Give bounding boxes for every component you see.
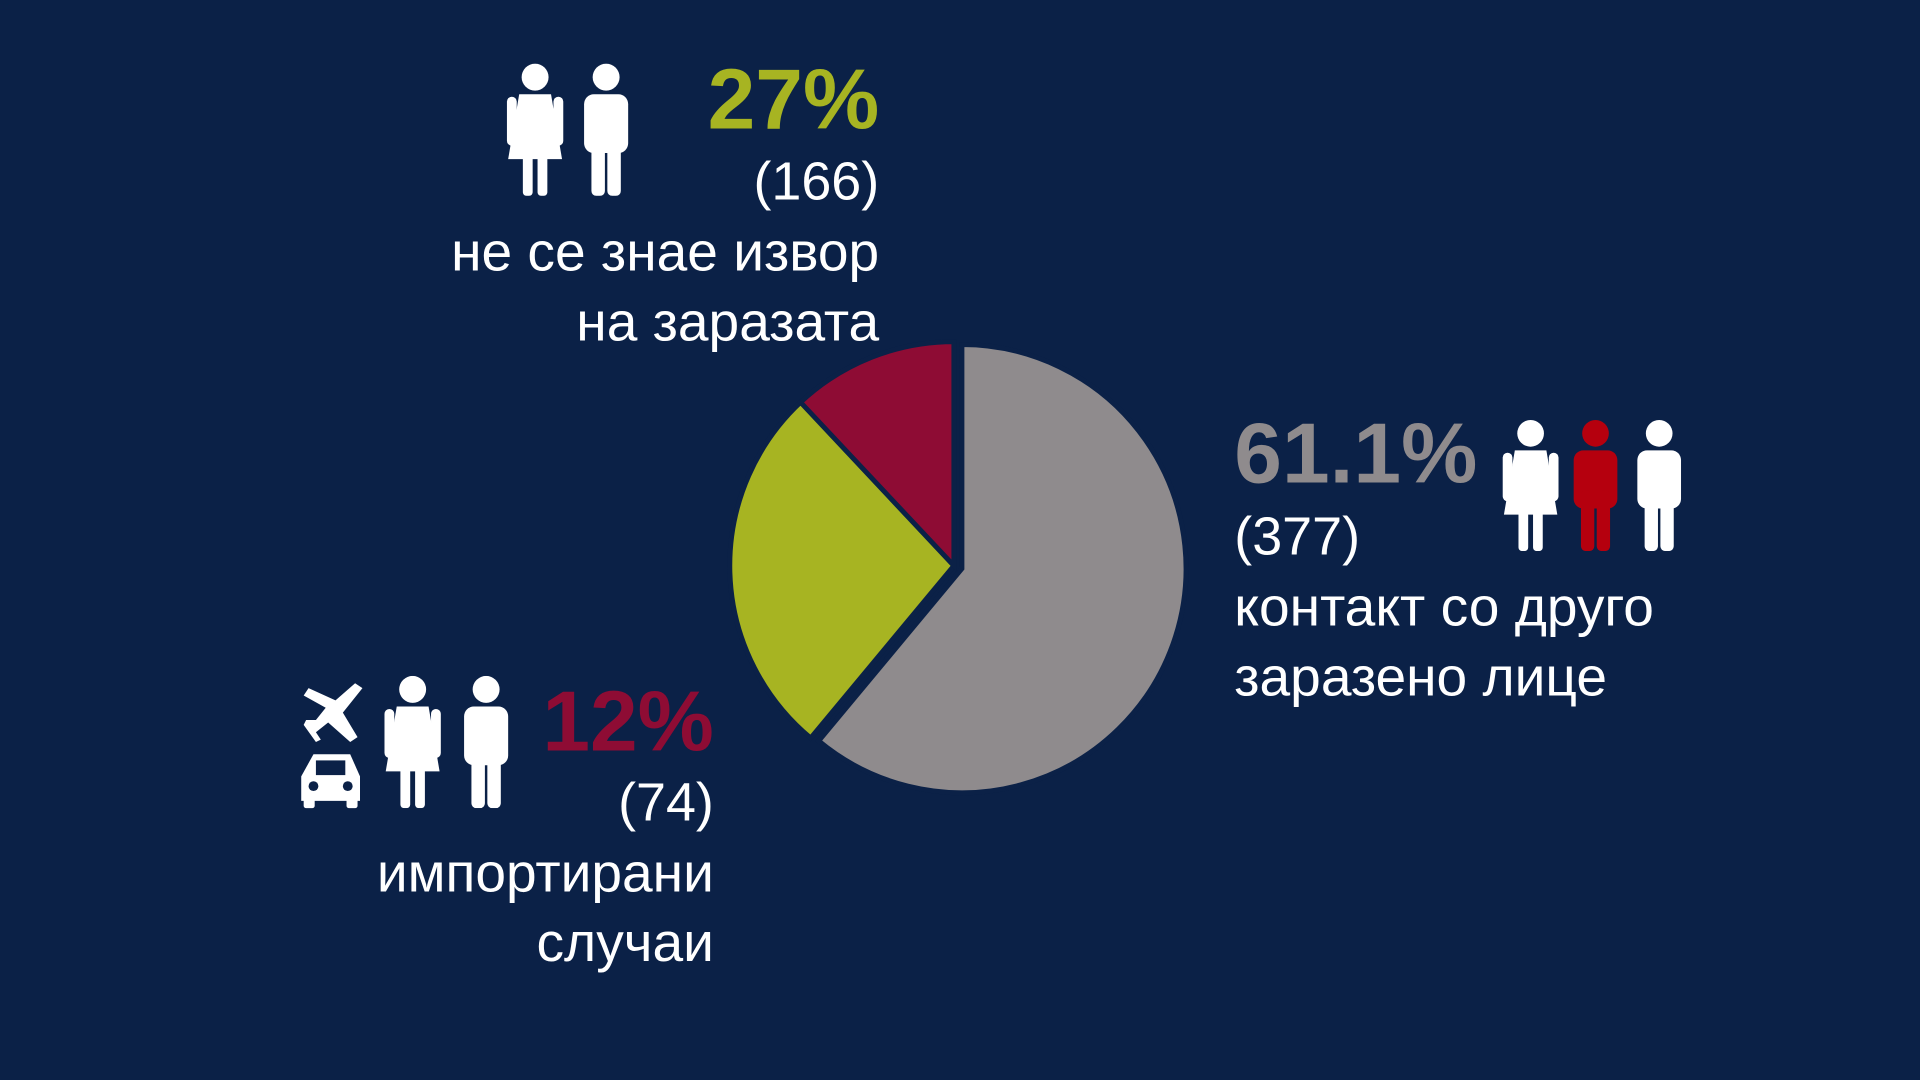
pie-slice: [815, 342, 1189, 796]
car-icon: [301, 754, 360, 809]
percent-label: 12%: [542, 674, 714, 770]
category-label: случаи: [537, 911, 714, 973]
pie-slice: [727, 398, 958, 742]
category-label: заразено лице: [1234, 646, 1607, 708]
percent-label: 27%: [708, 52, 880, 148]
category-label: контакт со друго: [1234, 576, 1654, 638]
pie-slice: [797, 339, 957, 572]
count-label: (74): [618, 772, 714, 832]
plane-icon: [303, 683, 363, 743]
percent-label: 61.1%: [1234, 405, 1477, 501]
pie: [727, 339, 1189, 796]
category-label: не се знае извор: [451, 221, 879, 283]
category-label: импортирани: [377, 841, 714, 903]
count-label: (166): [753, 152, 879, 212]
category-label: на заразата: [576, 290, 879, 352]
count-label: (377): [1234, 507, 1360, 567]
